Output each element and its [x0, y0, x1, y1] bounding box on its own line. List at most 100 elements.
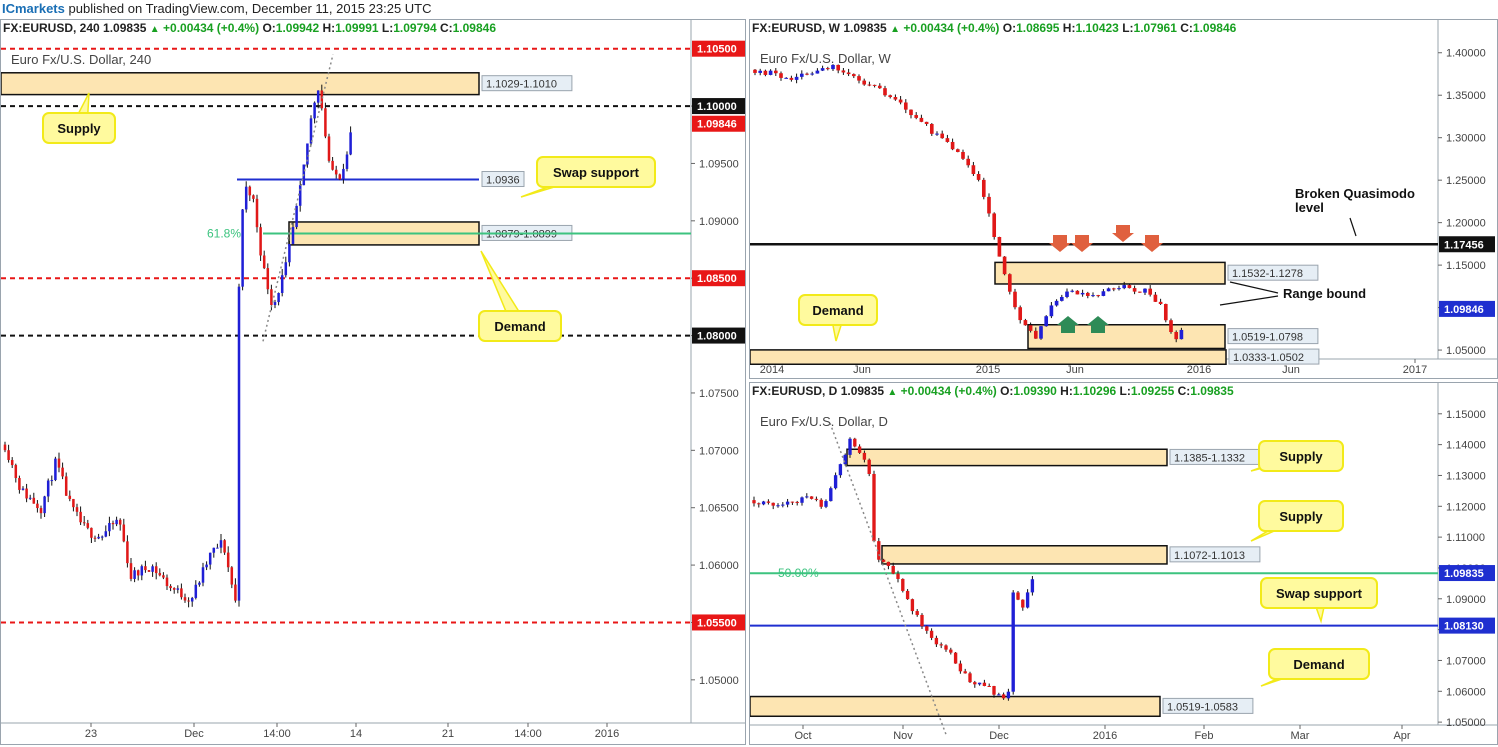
candle-body [108, 522, 111, 532]
candle-body [891, 565, 895, 574]
candle-body [898, 99, 903, 103]
change-value: +0.00434 (+0.4%) [903, 21, 1000, 35]
zone-label-box [1162, 697, 1254, 714]
candle-body [208, 552, 212, 565]
candle-body [25, 488, 28, 499]
candle-body [1080, 292, 1085, 295]
candle-body [201, 567, 205, 583]
chart-panel-daily[interactable]: FX:EURUSD, D 1.09835 ▲ +0.00434 (+0.4%) … [749, 382, 1498, 745]
zone-label: 1.1072-1.1013 [1174, 550, 1245, 562]
candle-body [836, 64, 841, 71]
candle-body [945, 138, 950, 142]
candle-body [794, 76, 799, 80]
candle-body [924, 121, 929, 124]
candle-body [961, 151, 965, 159]
price-flag-label: 1.08130 [1444, 621, 1484, 633]
y-tick-label: 1.15000 [1446, 260, 1486, 272]
level-tag: 1.0936 [486, 175, 520, 187]
candle-body [966, 158, 971, 166]
close-value: 1.09846 [452, 21, 497, 35]
candle-body [1033, 330, 1038, 339]
chart-canvas-weekly[interactable]: Euro Fx/U.S. Dollar, W 1.40000 1.35000 1.30… [750, 20, 1497, 378]
price-flag [692, 270, 745, 287]
candle-body [893, 97, 898, 100]
level-tag-box [481, 171, 525, 188]
candle-body [194, 584, 198, 598]
current-price-flag [1439, 565, 1495, 582]
chart-header: FX:EURUSD, D 1.09835 ▲ +0.00434 (+0.4%) … [752, 384, 1234, 398]
candle-body [1169, 320, 1173, 333]
candle-body [79, 511, 82, 523]
low-value: 1.09794 [393, 21, 437, 35]
candle-body [997, 236, 1002, 257]
candle-body [881, 559, 886, 562]
current-price-label: 1.09846 [1444, 304, 1484, 316]
chart-canvas-h4[interactable]: Euro Fx/U.S. Dollar, 240 1.10000 1.09500 1.… [1, 20, 745, 744]
candle-body [216, 547, 219, 549]
candle-body [100, 536, 104, 538]
callout-box [1258, 440, 1344, 472]
zone-label-box [1169, 546, 1261, 563]
candle-body [862, 80, 867, 85]
candle-body [93, 537, 97, 539]
zone-label-box [1227, 328, 1319, 345]
candle-body [763, 70, 768, 75]
zone-rect [1027, 323, 1226, 350]
candle-body [198, 582, 201, 585]
candle-body [872, 84, 877, 86]
y-tick-label: 1.06500 [699, 503, 739, 515]
candle-body [165, 577, 169, 587]
candle-body [1101, 291, 1106, 296]
down-arrow-icon [1112, 225, 1134, 242]
brand-link[interactable]: ICmarkets [2, 1, 65, 16]
candle-body [997, 694, 1001, 696]
x-tick-label: 23 [85, 728, 97, 740]
chart-panel-weekly[interactable]: FX:EURUSD, W 1.09835 ▲ +0.00434 (+0.4%) … [749, 19, 1498, 379]
candle-body [154, 566, 158, 574]
callout-label: Supply [1279, 509, 1323, 524]
x-tick-label: 2016 [595, 728, 619, 740]
candle-body [43, 496, 46, 514]
change-value: +0.00434 (+0.4%) [163, 21, 260, 35]
chart-panel-h4[interactable]: FX:EURUSD, 240 1.09835 ▲ +0.00434 (+0.4%… [0, 19, 746, 745]
zone-rect [994, 261, 1226, 285]
candle-body [1018, 307, 1023, 321]
last-price: 1.09835 [843, 21, 887, 35]
candle-body [270, 289, 273, 305]
candle-body [976, 174, 981, 180]
candle-body [1002, 256, 1007, 275]
candle-body [789, 77, 794, 80]
callout-label: Swap support [1276, 586, 1363, 601]
chart-canvas-daily[interactable]: Euro Fx/U.S. Dollar, D 1.15000 1.14000 1.13… [750, 383, 1497, 744]
candle-body [10, 460, 14, 466]
zone-rect [750, 349, 1227, 366]
candle-body [766, 501, 771, 503]
candle-body [237, 286, 241, 601]
x-tick-label: 2014 [760, 364, 784, 376]
x-tick-label: Feb [1195, 730, 1214, 742]
candle-body [1163, 303, 1168, 321]
candle-body [901, 578, 905, 591]
candle-body [1039, 326, 1043, 339]
publish-bar: ICmarkets published on TradingView.com, … [0, 0, 1498, 18]
symbol-label: FX:EURUSD, W [752, 21, 840, 35]
y-tick-label: 1.07500 [699, 388, 739, 400]
candle-body [133, 570, 136, 579]
last-price: 1.09835 [103, 21, 147, 35]
candle-body [846, 72, 851, 75]
candle-body [252, 195, 255, 199]
candle-body [7, 450, 10, 461]
price-flag [692, 98, 745, 115]
down-arrow-icon [1141, 235, 1163, 252]
candle-body [753, 69, 757, 73]
candle-body [75, 507, 79, 512]
candle-body [955, 149, 960, 152]
fib-trend-line [829, 422, 947, 735]
callout-box [478, 310, 562, 342]
zone-label: 1.1385-1.1332 [1174, 452, 1245, 464]
candle-body [162, 575, 165, 578]
candle-body [212, 547, 216, 553]
y-tick-label: 1.09500 [699, 158, 739, 170]
annotation-text: level [1295, 200, 1324, 215]
y-tick-label: 1.14000 [1446, 440, 1486, 452]
